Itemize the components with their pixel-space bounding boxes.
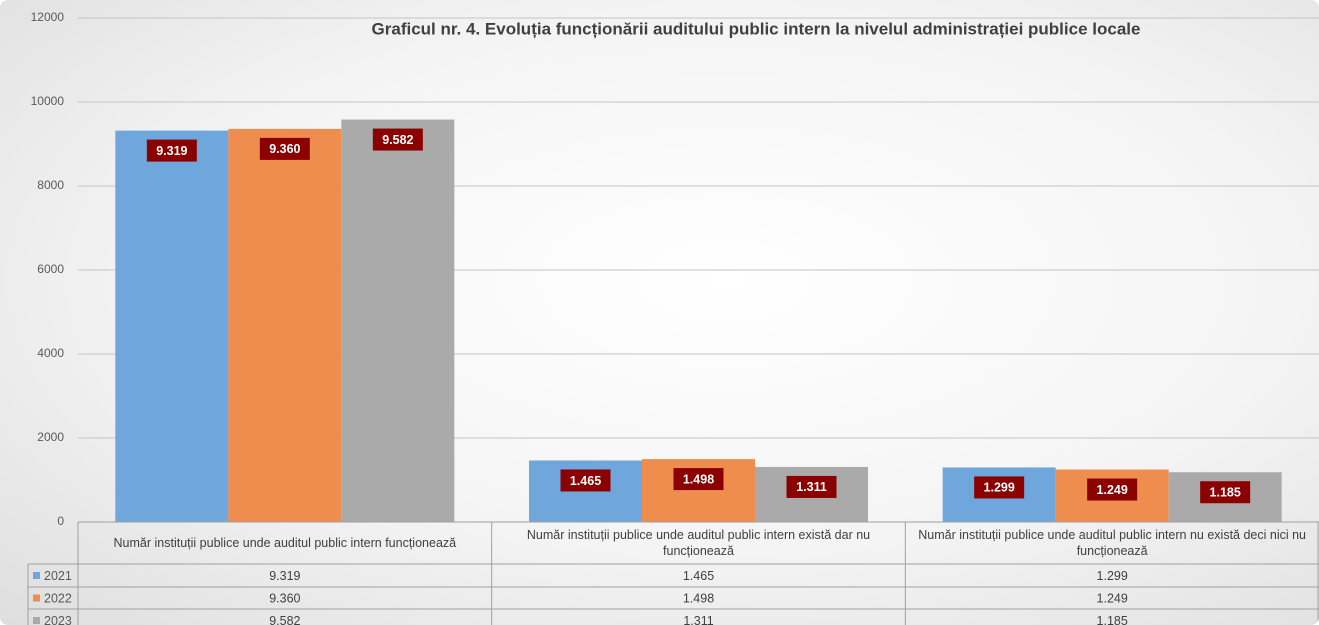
legend-label: 2022 bbox=[44, 591, 72, 605]
data-label-box bbox=[259, 137, 310, 160]
table-value: 9.360 bbox=[269, 591, 300, 605]
y-tick-label: 8000 bbox=[37, 178, 64, 192]
y-tick-label: 2000 bbox=[37, 430, 64, 444]
data-label: 9.360 bbox=[269, 142, 300, 156]
data-label: 1.185 bbox=[1210, 486, 1241, 500]
data-label-box bbox=[146, 139, 197, 162]
legend-key bbox=[33, 572, 40, 579]
data-label-box bbox=[786, 475, 837, 498]
data-label: 1.465 bbox=[570, 474, 601, 488]
chart-title: Graficul nr. 4. Evoluția funcționării au… bbox=[372, 19, 1141, 38]
bar bbox=[341, 119, 455, 522]
table-value: 9.319 bbox=[269, 569, 300, 583]
table-category: Număr instituții publice unde auditul pu… bbox=[526, 528, 871, 558]
y-tick-label: 4000 bbox=[37, 346, 64, 360]
y-tick-label: 12000 bbox=[31, 10, 65, 24]
data-label-box bbox=[560, 469, 611, 492]
data-label-box bbox=[974, 476, 1025, 499]
table-value: 1.299 bbox=[1097, 569, 1128, 583]
table-value: 1.498 bbox=[683, 591, 714, 605]
legend-label: 2023 bbox=[44, 614, 72, 625]
table-value: 1.311 bbox=[683, 614, 713, 625]
data-label: 9.319 bbox=[156, 144, 187, 158]
table-category: Număr instituții publice unde auditul pu… bbox=[113, 536, 457, 550]
bar bbox=[115, 130, 229, 523]
legend-label: 2021 bbox=[44, 569, 72, 583]
data-label-box bbox=[372, 128, 423, 151]
table-value: 1.185 bbox=[1097, 614, 1128, 625]
data-label-box bbox=[1200, 481, 1251, 504]
legend-key bbox=[33, 594, 40, 602]
y-tick-label: 10000 bbox=[31, 94, 65, 108]
data-label: 1.299 bbox=[984, 481, 1015, 495]
data-label-box bbox=[1087, 478, 1138, 501]
table-value: 9.582 bbox=[269, 614, 300, 625]
y-tick-label: 6000 bbox=[37, 262, 64, 276]
data-label: 1.311 bbox=[796, 480, 827, 494]
bar bbox=[228, 128, 342, 522]
data-label: 1.249 bbox=[1097, 483, 1128, 497]
data-label: 1.498 bbox=[683, 472, 714, 486]
data-label-box bbox=[673, 468, 724, 491]
y-tick-label: 0 bbox=[57, 514, 64, 528]
legend-key bbox=[33, 617, 40, 624]
table-category: Număr instituții publice unde auditul pu… bbox=[918, 528, 1307, 558]
table-value: 1.465 bbox=[683, 569, 714, 583]
table-value: 1.249 bbox=[1097, 591, 1128, 605]
data-label: 9.582 bbox=[382, 133, 413, 147]
